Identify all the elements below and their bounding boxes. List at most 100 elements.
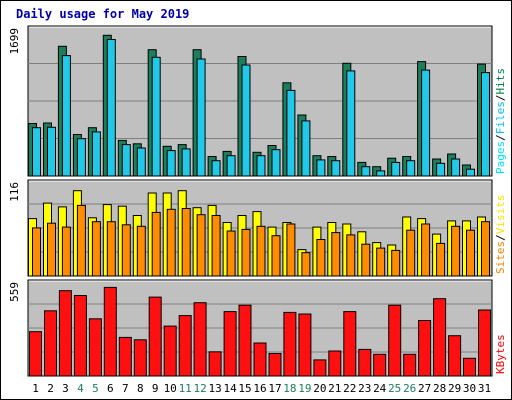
bar-kbytes-day-3 xyxy=(58,290,72,377)
bar-kbytes-day-19 xyxy=(298,313,312,377)
bar-sites-day-8 xyxy=(136,225,146,277)
bar-files-day-22 xyxy=(346,70,356,177)
bar-kbytes-day-29 xyxy=(448,335,462,377)
legend-entry: / xyxy=(494,134,507,141)
bar-files-day-16 xyxy=(256,155,266,177)
x-tick-label-day-28: 28 xyxy=(433,382,446,395)
bar-sites-day-1 xyxy=(32,227,41,277)
bar-sites-day-23 xyxy=(361,243,371,277)
bar-sites-day-19 xyxy=(301,252,311,277)
bar-sites-day-12 xyxy=(196,214,206,277)
y-max-label: 1699 xyxy=(8,28,21,55)
bar-sites-day-4 xyxy=(76,204,86,277)
bar-files-day-13 xyxy=(211,160,221,177)
bar-sites-day-10 xyxy=(166,208,176,277)
bar-files-day-25 xyxy=(391,161,401,177)
x-tick-label-day-18: 18 xyxy=(283,382,296,395)
bar-kbytes-day-25 xyxy=(388,304,402,377)
x-tick-label-day-4: 4 xyxy=(77,382,84,395)
bar-kbytes-day-28 xyxy=(433,298,447,377)
x-tick-label-day-6: 6 xyxy=(107,382,114,395)
bar-files-day-2 xyxy=(47,126,56,177)
x-tick-label-day-8: 8 xyxy=(137,382,144,395)
x-tick-label-day-20: 20 xyxy=(313,382,326,395)
x-tick-label-day-7: 7 xyxy=(122,382,129,395)
bar-kbytes-day-4 xyxy=(73,295,87,377)
bar-sites-day-9 xyxy=(151,211,161,277)
x-tick-label-day-9: 9 xyxy=(152,382,159,395)
x-tick-label-day-22: 22 xyxy=(343,382,356,395)
chart-title: Daily usage for May 2019 xyxy=(16,7,189,21)
bar-files-day-9 xyxy=(151,56,161,177)
bar-files-day-19 xyxy=(301,120,311,177)
bar-sites-day-13 xyxy=(211,215,221,277)
legend-middle: Sites/Visits xyxy=(494,195,507,275)
bar-sites-day-3 xyxy=(61,226,71,277)
bar-files-day-23 xyxy=(361,166,371,177)
legend-bottom: KBytes xyxy=(494,334,507,374)
legend-entry: Hits xyxy=(494,68,507,95)
bar-files-day-20 xyxy=(316,159,326,177)
bar-kbytes-day-14 xyxy=(223,311,237,377)
bar-kbytes-day-12 xyxy=(193,302,207,377)
bar-files-day-30 xyxy=(466,168,475,177)
bar-files-day-29 xyxy=(451,158,461,177)
bar-files-day-5 xyxy=(91,131,101,177)
x-tick-label-day-14: 14 xyxy=(223,382,237,395)
bar-files-day-24 xyxy=(376,170,386,177)
panels: 1699Pages/Files/Hits116Sites/Visits559KB… xyxy=(8,25,507,377)
x-tick-label-day-31: 31 xyxy=(478,382,491,395)
bar-files-day-26 xyxy=(406,160,416,177)
x-axis-labels: 1 2 3 4 5 6 7 8 9 10 11 12 13 14 15 16 17 18 19 20 21 22 23 24 2… xyxy=(32,382,491,395)
bar-kbytes-day-26 xyxy=(403,353,417,377)
legend-entry: / xyxy=(494,95,507,102)
x-tick-label-day-2: 2 xyxy=(47,382,54,395)
bar-files-day-27 xyxy=(421,69,431,177)
bar-files-day-4 xyxy=(76,138,86,177)
panel-top: 1699 Pages/Files/Hits xyxy=(8,25,507,177)
legend-top: Pages/Files/Hits xyxy=(494,68,507,174)
x-tick-label-day-10: 10 xyxy=(164,382,177,395)
bar-files-day-8 xyxy=(136,147,146,177)
bar-sites-day-7 xyxy=(121,224,131,277)
x-tick-label-day-19: 19 xyxy=(298,382,311,395)
y-max-label: 116 xyxy=(8,182,21,202)
bar-files-day-31 xyxy=(481,72,490,177)
bar-kbytes-day-16 xyxy=(253,342,267,377)
y-max-label: 559 xyxy=(8,282,21,302)
x-tick-label-day-23: 23 xyxy=(358,382,371,395)
bar-kbytes-day-17 xyxy=(268,353,282,377)
bar-files-day-3 xyxy=(61,55,71,177)
panel-bottom: 559 KBytes xyxy=(8,279,507,377)
bar-sites-day-22 xyxy=(346,234,356,277)
bar-sites-day-5 xyxy=(91,221,101,277)
bar-sites-day-29 xyxy=(451,225,461,277)
legend-entry: Sites xyxy=(494,241,507,274)
bar-kbytes-day-24 xyxy=(373,353,387,377)
x-tick-label-day-3: 3 xyxy=(62,382,69,395)
bar-kbytes-day-31 xyxy=(478,309,491,377)
bar-sites-day-27 xyxy=(421,223,431,277)
bar-files-day-21 xyxy=(331,160,341,177)
bar-sites-day-31 xyxy=(481,221,490,277)
x-tick-label-day-26: 26 xyxy=(403,382,416,395)
bar-sites-day-16 xyxy=(256,225,266,277)
x-tick-label-day-24: 24 xyxy=(373,382,387,395)
x-tick-label-day-11: 11 xyxy=(179,382,192,395)
bar-files-day-15 xyxy=(241,64,251,177)
bar-kbytes-day-7 xyxy=(118,336,132,377)
bar-sites-day-26 xyxy=(406,229,416,277)
bar-kbytes-day-6 xyxy=(103,286,117,377)
panel-middle: 116 Sites/Visits xyxy=(8,179,507,277)
bar-files-day-17 xyxy=(271,149,281,177)
bar-sites-day-28 xyxy=(436,242,446,277)
x-tick-label-day-17: 17 xyxy=(268,382,281,395)
bar-files-day-18 xyxy=(286,89,296,177)
bar-files-day-28 xyxy=(436,162,446,177)
bar-kbytes-day-13 xyxy=(208,351,222,377)
bar-kbytes-day-1 xyxy=(29,331,42,377)
legend-entry: Visits xyxy=(494,195,507,235)
x-tick-label-day-13: 13 xyxy=(208,382,221,395)
